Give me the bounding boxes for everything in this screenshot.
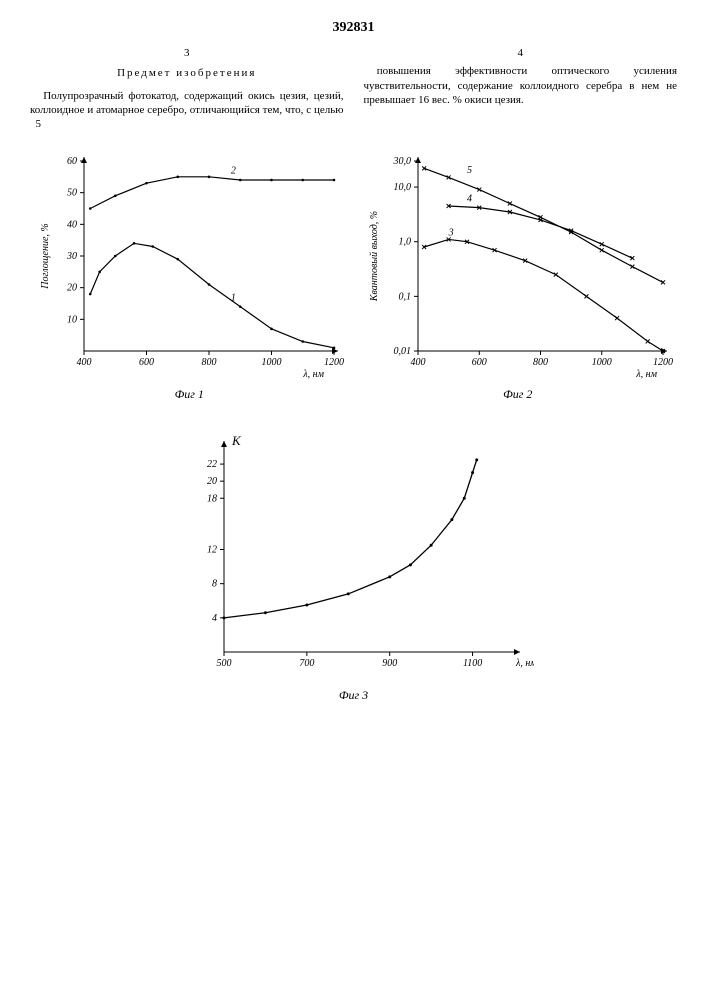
svg-text:22: 22 [207,460,217,471]
col3-paragraph: Полупрозрачный фотокатод, содержащий оки… [30,89,344,132]
svg-text:λ, нм: λ, нм [303,369,325,380]
svg-text:1000: 1000 [262,357,282,368]
line-number-5: 5 [36,118,42,130]
fig3-caption: Фиг 3 [174,688,534,703]
svg-text:700: 700 [299,658,314,669]
svg-text:600: 600 [472,357,487,368]
svg-text:1000: 1000 [592,357,612,368]
svg-text:60: 60 [67,156,77,167]
svg-text:1,0: 1,0 [398,237,411,248]
svg-text:800: 800 [202,357,217,368]
svg-text:4: 4 [467,194,472,205]
fig1-caption: Фиг 1 [30,387,349,402]
svg-text:40: 40 [67,220,77,231]
svg-text:2: 2 [231,166,236,177]
figure-1-chart: 400 600 800 1000 1200 10 20 30 40 50 60 λ, нм Поглощ… [34,151,344,381]
svg-text:12: 12 [207,545,217,556]
col-num-3: 3 [30,46,344,60]
svg-text:800: 800 [533,357,548,368]
svg-text:8: 8 [212,579,217,590]
fig2-caption: Фиг 2 [359,387,678,402]
svg-text:0,01: 0,01 [393,346,411,357]
svg-text:λ, нм: λ, нм [635,369,657,380]
figure-2-box: 400 600 800 1000 1200 0,01 0,1 1,0 10,0 30,0 λ, нм… [359,151,678,402]
svg-text:Квантовый выход, %: Квантовый выход, % [369,211,380,302]
svg-text:0,1: 0,1 [398,292,411,303]
col3-text: Полупрозрачный фотокатод, содержащий оки… [30,90,344,116]
svg-text:500: 500 [216,658,231,669]
text-columns: 3 Предмет изобретения Полупрозрачный фот… [30,46,677,131]
subject-heading: Предмет изобретения [30,66,344,80]
figures-row-1: 400 600 800 1000 1200 10 20 30 40 50 60 λ, нм Поглощ… [30,151,677,402]
svg-text:900: 900 [382,658,397,669]
figure-2-chart: 400 600 800 1000 1200 0,01 0,1 1,0 10,0 30,0 λ, нм… [363,151,673,381]
svg-text:400: 400 [410,357,425,368]
svg-text:K: K [231,433,242,448]
svg-text:1: 1 [231,293,236,304]
svg-text:4: 4 [212,613,217,624]
col4-paragraph: повышения эффективности оптического усил… [364,64,678,107]
column-3: 3 Предмет изобретения Полупрозрачный фот… [30,46,344,131]
patent-number: 392831 [30,20,677,36]
svg-text:10,0: 10,0 [393,183,411,194]
svg-text:5: 5 [467,166,472,177]
svg-text:1200: 1200 [324,357,344,368]
svg-text:18: 18 [207,494,217,505]
svg-text:1200: 1200 [653,357,673,368]
svg-text:400: 400 [77,357,92,368]
column-4: 4 повышения эффективности оптического ус… [364,46,678,131]
figure-1-box: 400 600 800 1000 1200 10 20 30 40 50 60 λ, нм Поглощ… [30,151,349,402]
svg-text:30,0: 30,0 [392,156,411,167]
svg-text:1100: 1100 [462,658,481,669]
figure-3-chart: 500 700 900 1100 4 8 12 18 20 22 λ, нм K [174,432,534,682]
figure-3-box: 500 700 900 1100 4 8 12 18 20 22 λ, нм K Фиг 3 [174,432,534,703]
svg-text:3: 3 [447,228,453,239]
figure-3-row: 500 700 900 1100 4 8 12 18 20 22 λ, нм K Фиг 3 [30,432,677,703]
col-num-4: 4 [364,46,678,60]
svg-text:10: 10 [67,315,77,326]
svg-text:λ, нм: λ, нм [515,658,534,669]
svg-text:Поглощение, %: Поглощение, % [40,224,51,290]
svg-text:20: 20 [207,477,217,488]
svg-text:50: 50 [67,188,77,199]
svg-text:600: 600 [139,357,154,368]
svg-text:20: 20 [67,283,77,294]
svg-text:30: 30 [66,251,77,262]
